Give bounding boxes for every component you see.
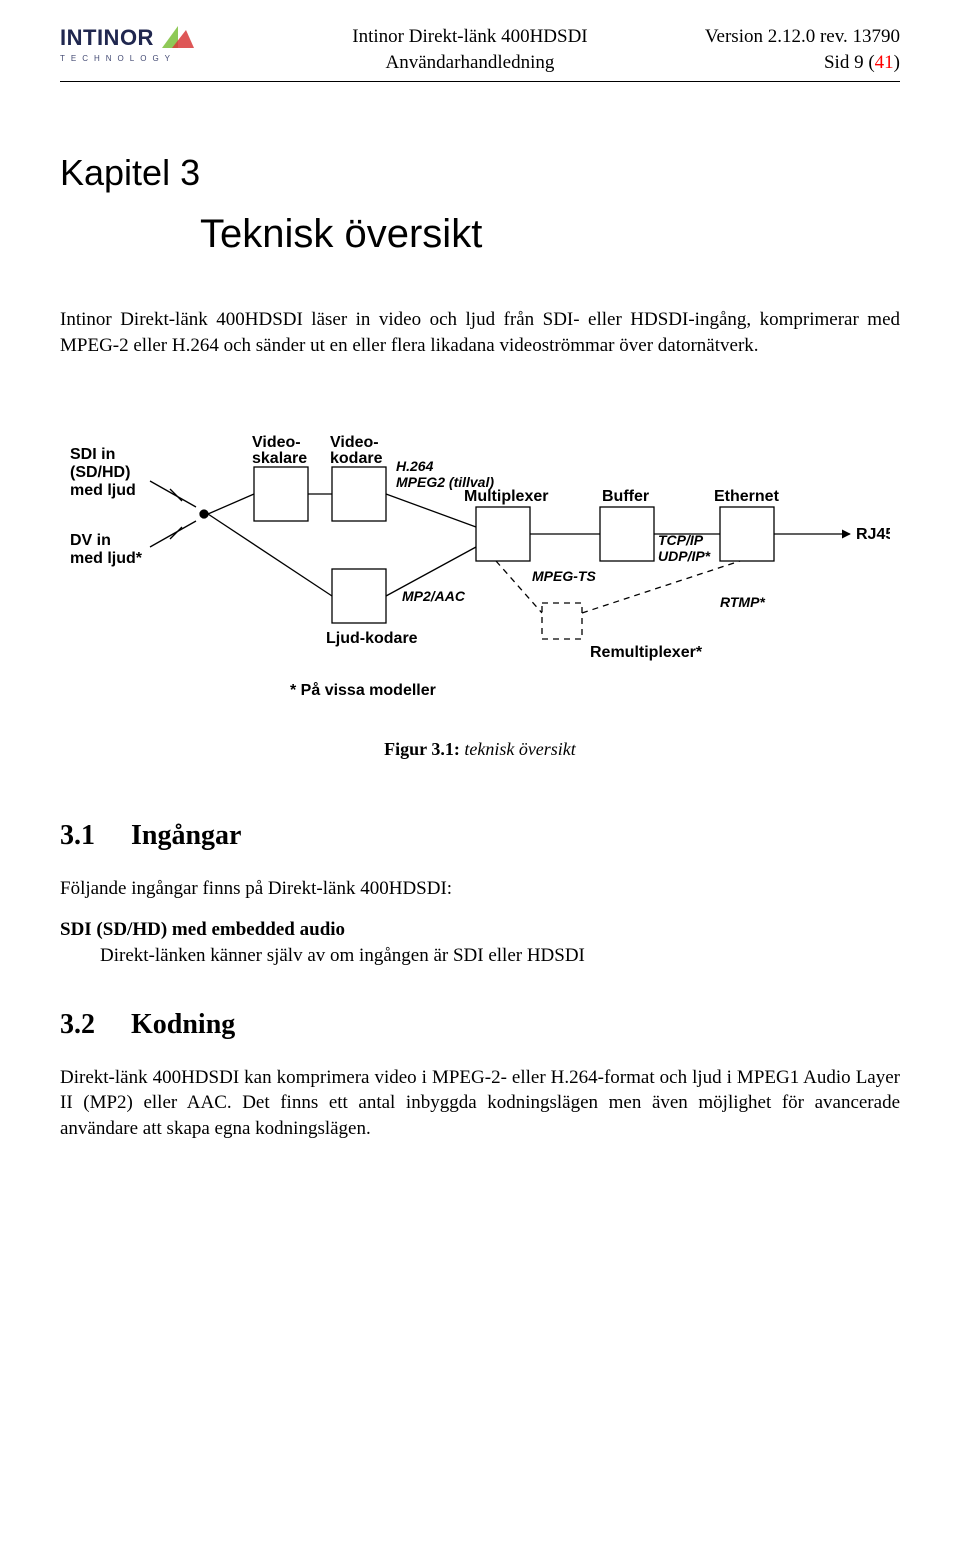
header-right: Version 2.12.0 rev. 13790 Sid 9 (41)	[705, 24, 900, 75]
svg-text:Video-: Video-	[330, 434, 379, 451]
section-3-2-heading: 3.2 Kodning	[60, 1009, 900, 1041]
section-3-1-intro: Följande ingångar finns på Direkt-länk 4…	[60, 876, 900, 902]
svg-text:MPEG2 (tillval): MPEG2 (tillval)	[396, 474, 494, 490]
header-product: Intinor Direkt-länk 400HDSDI	[352, 24, 587, 50]
svg-text:(SD/HD): (SD/HD)	[70, 464, 130, 481]
logo-icon	[160, 24, 196, 52]
page-header: INTINOR TECHNOLOGY Intinor Direkt-länk 4…	[60, 24, 900, 81]
svg-text:MPEG-TS: MPEG-TS	[532, 568, 596, 584]
logo-sub: TECHNOLOGY	[60, 54, 235, 63]
definition-item: SDI (SD/HD) med embedded audio Direkt-lä…	[60, 919, 900, 969]
svg-text:SDI in: SDI in	[70, 446, 115, 463]
intro-paragraph: Intinor Direkt-länk 400HDSDI läser in vi…	[60, 307, 900, 358]
page-number-prefix: Sid 9 (	[824, 52, 875, 73]
logo-wordmark: INTINOR	[60, 24, 235, 52]
definition-body: Direkt-länken känner själv av om ingånge…	[100, 943, 900, 969]
header-page-number: Sid 9 (41)	[705, 50, 900, 76]
logo-text: INTINOR	[60, 25, 154, 51]
figure-caption-text: teknisk översikt	[460, 739, 576, 759]
figure-caption: Figur 3.1: teknisk översikt	[60, 739, 900, 760]
definition-term: SDI (SD/HD) med embedded audio	[60, 919, 900, 941]
header-doc-type: Användarhandledning	[352, 50, 587, 76]
svg-text:RTMP*: RTMP*	[720, 594, 765, 610]
svg-text:med ljud: med ljud	[70, 482, 136, 499]
section-3-2-body: Direkt-länk 400HDSDI kan komprimera vide…	[60, 1065, 900, 1142]
figure-caption-num: Figur 3.1:	[384, 739, 460, 759]
svg-text:skalare: skalare	[252, 450, 307, 467]
svg-text:Buffer: Buffer	[602, 488, 649, 505]
section-3-2-title: Kodning	[131, 1009, 235, 1040]
svg-text:MP2/AAC: MP2/AAC	[402, 588, 466, 604]
svg-text:TCP/IP: TCP/IP	[658, 532, 704, 548]
page: INTINOR TECHNOLOGY Intinor Direkt-länk 4…	[0, 0, 960, 1200]
svg-text:Video-: Video-	[252, 434, 301, 451]
svg-text:UDP/IP*: UDP/IP*	[658, 548, 711, 564]
svg-text:kodare: kodare	[330, 450, 383, 467]
section-3-1-title: Ingångar	[131, 820, 241, 851]
svg-text:Remultiplexer*: Remultiplexer*	[590, 644, 703, 661]
section-3-2-num: 3.2	[60, 1009, 124, 1041]
svg-text:* På vissa modeller: * På vissa modeller	[290, 681, 436, 699]
svg-text:Ethernet: Ethernet	[714, 488, 780, 505]
svg-text:med ljud*: med ljud*	[70, 550, 143, 567]
diagram-svg: SDI in(SD/HD)med ljud DV inmed ljud* Video…	[70, 389, 890, 709]
header-rule	[60, 81, 900, 82]
chapter-label: Kapitel 3	[60, 152, 900, 194]
header-version: Version 2.12.0 rev. 13790	[705, 24, 900, 50]
svg-text:Ljud-kodare: Ljud-kodare	[326, 630, 418, 647]
chapter-title: Teknisk översikt	[200, 212, 900, 257]
svg-text:RJ45 ut: RJ45 ut	[856, 526, 890, 543]
header-center: Intinor Direkt-länk 400HDSDI Användarhan…	[352, 24, 587, 75]
logo: INTINOR TECHNOLOGY	[60, 24, 235, 63]
overview-diagram: SDI in(SD/HD)med ljud DV inmed ljud* Video…	[70, 389, 890, 709]
svg-text:DV in: DV in	[70, 532, 111, 549]
svg-text:Multiplexer: Multiplexer	[464, 488, 548, 505]
svg-text:H.264: H.264	[396, 458, 434, 474]
section-3-1-num: 3.1	[60, 820, 124, 852]
page-number-suffix: )	[894, 52, 900, 73]
page-total: 41	[875, 52, 894, 73]
section-3-1-heading: 3.1 Ingångar	[60, 820, 900, 852]
